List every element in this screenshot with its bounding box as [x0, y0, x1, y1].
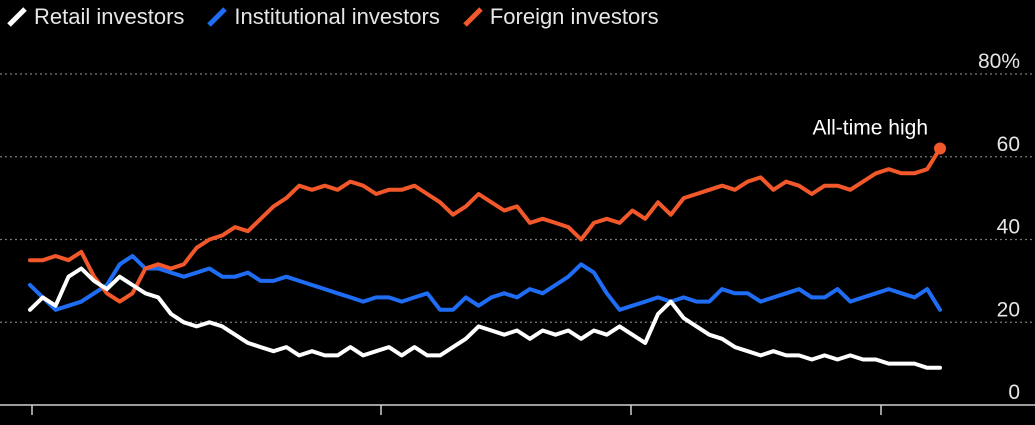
legend-label-institutional: Institutional investors — [234, 4, 440, 29]
legend-item-foreign[interactable]: Foreign investors — [462, 4, 659, 30]
all-time-high-marker — [934, 142, 946, 155]
legend-swatch-foreign-icon — [463, 7, 483, 27]
annotation-group: All-time high — [812, 116, 946, 155]
y-tick-label: 80% — [978, 50, 1020, 73]
y-tick-label: 20 — [997, 298, 1020, 321]
series-lines — [28, 146, 942, 370]
annotation-label: All-time high — [812, 116, 928, 139]
y-tick-label: 60 — [997, 133, 1020, 156]
series-line-retail-investors — [28, 266, 942, 370]
series-line-institutional-investors — [28, 254, 942, 312]
legend-item-retail[interactable]: Retail investors — [6, 4, 184, 30]
chart-legend: Retail investors Institutional investors… — [6, 3, 659, 31]
x-axis — [0, 404, 1035, 415]
y-tick-label: 40 — [997, 216, 1020, 239]
legend-item-institutional[interactable]: Institutional investors — [206, 4, 440, 30]
legend-label-retail: Retail investors — [34, 4, 185, 29]
y-axis-labels: 80% 60 40 20 0 — [978, 50, 1020, 404]
series-line-foreign-investors — [28, 146, 942, 304]
legend-label-foreign: Foreign investors — [489, 4, 659, 29]
legend-swatch-retail-icon — [7, 7, 27, 27]
legend-swatch-institutional-icon — [207, 7, 228, 27]
gridlines — [0, 73, 1035, 323]
y-tick-label: 0 — [1008, 381, 1020, 404]
